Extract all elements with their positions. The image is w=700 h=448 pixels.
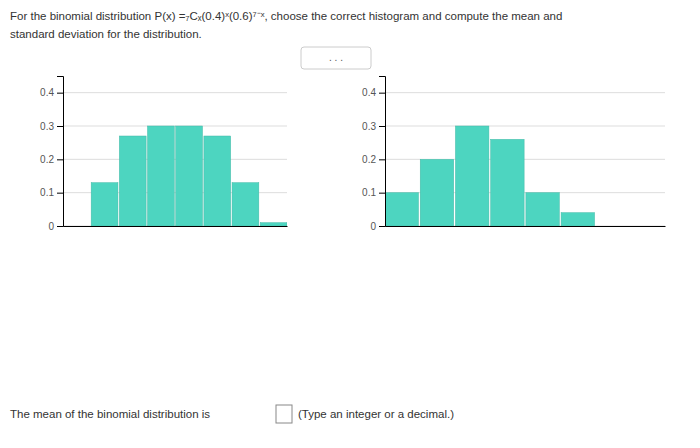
- bar: [561, 213, 594, 226]
- y-tick-label: 0.3: [40, 121, 54, 132]
- y-tick-mark: [379, 93, 385, 94]
- y-tick-label: 0.2: [40, 154, 54, 165]
- grid: [63, 93, 287, 226]
- x-axis-line: [386, 226, 666, 227]
- y-tick: 0.3: [40, 121, 63, 132]
- more-button-label[interactable]: . . .: [329, 52, 343, 63]
- y-tick-mark: [57, 193, 63, 194]
- bars: [91, 126, 287, 226]
- y-tick-mark: [379, 226, 385, 227]
- y-tick-label: 0.2: [362, 154, 376, 165]
- y-tick: 0.2: [40, 154, 63, 165]
- figure: For the binomial distribution P(x) =₇Cₓ(…: [0, 0, 700, 448]
- y-tick-label: 0: [48, 221, 54, 232]
- bar: [632, 226, 665, 227]
- grid-line: [385, 92, 665, 93]
- chart: 0 0.1 0.2 0.3 0.4: [362, 77, 665, 232]
- bar: [491, 139, 524, 226]
- bars: [385, 126, 595, 226]
- y-tick-mark: [57, 126, 63, 127]
- y-tick-label: 0.4: [40, 87, 54, 98]
- y-tick-label: 0: [370, 221, 376, 232]
- y-tick-mark: [57, 93, 63, 94]
- y-tick: 0.3: [362, 121, 385, 132]
- y-tick-label: 0.1: [40, 187, 54, 198]
- x-axis: [64, 226, 288, 227]
- bar: [176, 126, 203, 226]
- bar: [119, 136, 146, 226]
- y-axis-line: [57, 77, 64, 227]
- y-tick-mark: [379, 159, 385, 160]
- chart: 0 0.1 0.2 0.3 0.4: [40, 77, 287, 232]
- bar: [420, 159, 453, 226]
- y-tick: 0.2: [362, 154, 385, 165]
- title: For the binomial distribution P(x) =₇Cₓ(…: [10, 10, 562, 22]
- bar: [91, 183, 118, 226]
- y-tick-mark: [379, 193, 385, 194]
- grid: [385, 93, 665, 226]
- bar: [455, 126, 488, 226]
- bar: [63, 226, 90, 227]
- y-tick-label: 0.3: [362, 121, 376, 132]
- answer-hint: (Type an integer or a decimal.): [298, 408, 454, 420]
- grid-line: [63, 159, 287, 160]
- y-tick: 0.1: [362, 187, 385, 198]
- x-axis: [386, 226, 666, 227]
- y-tick-mark: [379, 126, 385, 127]
- subtitle: standard deviation for the distribution.: [10, 28, 202, 40]
- y-tick-mark: [57, 159, 63, 160]
- y-tick: 0: [370, 221, 385, 232]
- bar: [260, 223, 287, 226]
- y-axis: 0 0.1 0.2 0.3 0.4: [40, 77, 63, 232]
- grid-line: [63, 92, 287, 93]
- answer-box[interactable]: [276, 405, 292, 423]
- more-button-box[interactable]: [301, 47, 371, 69]
- y-tick-label: 0.4: [362, 87, 376, 98]
- y-tick-label: 0.1: [362, 187, 376, 198]
- grid-line: [385, 126, 665, 127]
- y-axis-line: [379, 77, 386, 227]
- more-button[interactable]: . . .: [301, 47, 371, 69]
- bar: [232, 183, 259, 226]
- bar: [596, 226, 629, 227]
- grid-line: [63, 126, 287, 127]
- y-tick: 0.4: [40, 87, 63, 98]
- prompt: The mean of the binomial distribution is: [10, 408, 210, 420]
- y-axis: 0 0.1 0.2 0.3 0.4: [362, 77, 385, 232]
- bar: [526, 193, 559, 226]
- bar: [385, 193, 418, 226]
- y-tick-mark: [57, 226, 63, 227]
- y-tick: 0.4: [362, 87, 385, 98]
- bar: [204, 136, 231, 226]
- x-axis-line: [64, 226, 288, 227]
- y-tick: 0.1: [40, 187, 63, 198]
- y-tick: 0: [48, 221, 63, 232]
- bar: [148, 126, 175, 226]
